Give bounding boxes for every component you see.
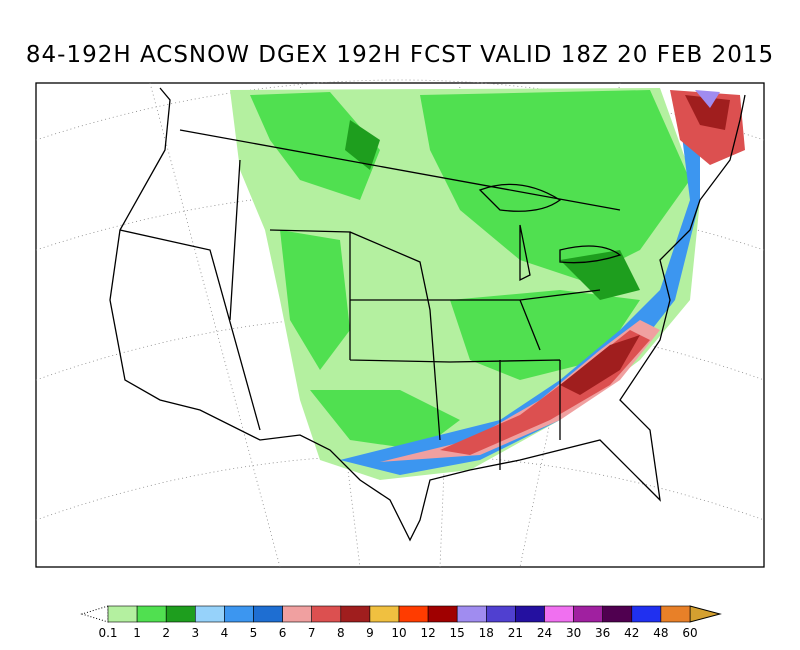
colorbar-box xyxy=(253,605,283,623)
colorbar-box xyxy=(165,605,196,623)
colorbar-label: 36 xyxy=(595,626,610,640)
colorbar-label: 15 xyxy=(450,626,465,640)
colorbar-label: 5 xyxy=(250,626,258,640)
colorbar: 0.1 1 2 3 4 5 6 7 8 9 10 12 15 18 21 24 30 36 42 48 60 xyxy=(80,605,722,640)
colorbar-box xyxy=(485,605,516,623)
colorbar-box xyxy=(340,605,371,623)
colorbar-box xyxy=(660,605,691,623)
colorbar-label: 3 xyxy=(191,626,199,640)
colorbar-label: 10 xyxy=(391,626,406,640)
colorbar-label: 7 xyxy=(308,626,316,640)
map-title: 84-192H ACSNOW DGEX 192H FCST VALID 18Z … xyxy=(26,42,774,68)
colorbar-label: 6 xyxy=(279,626,287,640)
colorbar-box xyxy=(224,605,254,623)
colorbar-box xyxy=(573,605,603,623)
colorbar-label: 18 xyxy=(479,626,494,640)
colorbar-box xyxy=(456,605,487,623)
colorbar-label: 48 xyxy=(653,626,668,640)
colorbar-box xyxy=(369,605,400,623)
colorbar-box xyxy=(631,605,662,623)
colorbar-box xyxy=(602,605,633,623)
colorbar-box xyxy=(515,605,545,623)
colorbar-box xyxy=(311,605,342,623)
colorbar-box xyxy=(107,605,138,623)
colorbar-under xyxy=(80,605,109,623)
colorbar-label: 9 xyxy=(366,626,374,640)
colorbar-box xyxy=(544,605,574,623)
colorbar-box xyxy=(282,605,313,623)
colorbar-over xyxy=(689,605,722,623)
colorbar-label: 1 xyxy=(133,626,141,640)
colorbar-label: 8 xyxy=(337,626,345,640)
colorbar-label: 24 xyxy=(537,626,552,640)
colorbar-label: 21 xyxy=(508,626,523,640)
colorbar-box xyxy=(136,605,167,623)
colorbar-box xyxy=(195,605,225,623)
colorbar-box xyxy=(427,605,458,623)
colorbar-label: 12 xyxy=(420,626,435,640)
colorbar-label: 42 xyxy=(624,626,639,640)
colorbar-label: 60 xyxy=(682,626,697,640)
map-panel xyxy=(35,79,765,568)
colorbar-label: 30 xyxy=(566,626,581,640)
colorbar-label: 4 xyxy=(221,626,229,640)
colorbar-box xyxy=(398,605,429,623)
colorbar-label: 2 xyxy=(162,626,170,640)
colorbar-label: 0.1 xyxy=(98,626,117,640)
